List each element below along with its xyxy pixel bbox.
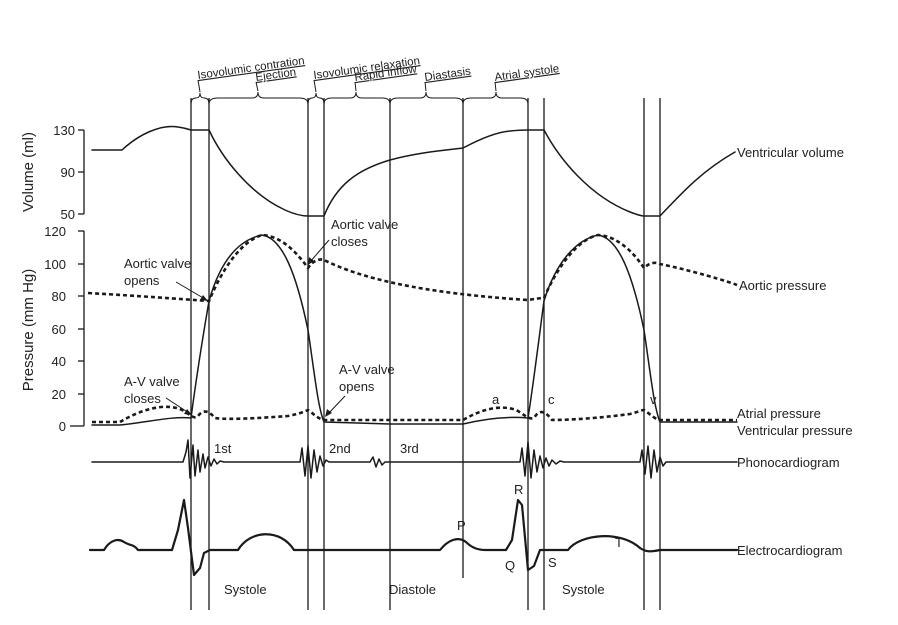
aortic-valve-opens-arrow	[175, 281, 206, 300]
brace-atrial-systole	[462, 91, 529, 105]
heart-sound-first: 1st	[214, 441, 232, 456]
pressure-tick-label-100: 100	[44, 257, 66, 272]
wave-marker-a: a	[492, 392, 500, 407]
ecg-wave-S: S	[548, 555, 557, 570]
phase-braces	[190, 79, 529, 105]
aortic-valve-opens-line2: opens	[124, 273, 160, 288]
av-valve-opens-arrow	[327, 395, 346, 415]
phonocardiogram-label: Phonocardiogram	[737, 455, 840, 470]
aortic-valve-opens-arrowhead	[200, 295, 208, 301]
pressure-tick-label-20: 20	[52, 387, 66, 402]
leader-ejection	[255, 81, 259, 92]
ecg-wave-T: T	[615, 535, 623, 550]
leader-diastasis	[424, 81, 427, 92]
brace-isovolumic-contraction	[190, 92, 210, 105]
annotation-av-valve-opens: A-V valve opens	[325, 362, 395, 417]
ventricular-volume-trace	[91, 125, 736, 217]
aortic-pressure-trace	[87, 233, 738, 303]
volume-tick-label-50: 50	[61, 207, 75, 222]
pressure-axis-title: Pressure (mm Hg)	[20, 269, 37, 392]
av-valve-closes-line2: closes	[124, 391, 161, 406]
av-valve-closes-arrowhead	[184, 409, 192, 415]
phase-boundary-lines	[190, 98, 661, 610]
ecg-wave-Q: Q	[505, 558, 515, 573]
av-valve-closes-line1: A-V valve	[124, 374, 180, 389]
volume-tick-label-130: 130	[53, 123, 75, 138]
aortic-valve-closes-arrow	[309, 239, 330, 263]
cycle-label-diastole: Diastole	[389, 582, 436, 597]
phonocardiogram-trace	[91, 439, 738, 479]
annotation-aortic-valve-closes: Aortic valve closes	[308, 217, 398, 265]
aortic-valve-closes-arrowhead	[308, 257, 314, 265]
annotation-aortic-valve-opens: Aortic valve opens	[124, 256, 208, 301]
atrial-pressure-trace	[92, 405, 737, 424]
electrocardiogram-label: Electrocardiogram	[737, 543, 843, 558]
heart-sound-third: 3rd	[400, 441, 419, 456]
av-valve-opens-arrowhead	[325, 409, 332, 417]
leader-atrial-systole	[494, 81, 497, 92]
brace-diastasis	[389, 91, 464, 105]
pressure-tick-label-120: 120	[44, 224, 66, 239]
heart-sound-second: 2nd	[329, 441, 351, 456]
wave-marker-c: c	[548, 392, 555, 407]
brace-rapid-inflow	[323, 91, 391, 105]
phase-label-ejection: Ejection	[255, 66, 297, 84]
leader-isovolumic-contraction	[197, 79, 201, 93]
brace-isovolumic-relaxation	[307, 92, 325, 105]
atrial-pressure-label: Atrial pressure	[737, 406, 821, 421]
annotation-av-valve-closes: A-V valve closes	[124, 374, 192, 415]
pressure-tick-label-60: 60	[52, 322, 66, 337]
pressure-tick-label-0: 0	[59, 419, 66, 434]
volume-axis: 130 90 50 Volume (ml)	[20, 123, 85, 222]
ventricular-volume-label: Ventricular volume	[737, 145, 844, 160]
ecg-wave-P: P	[457, 518, 466, 533]
av-valve-closes-arrow	[165, 397, 190, 414]
wave-marker-v: v	[650, 392, 657, 407]
aortic-valve-closes-line2: closes	[331, 234, 368, 249]
av-valve-opens-line1: A-V valve	[339, 362, 395, 377]
volume-axis-title: Volume (ml)	[20, 132, 37, 212]
cycle-label-systole-1: Systole	[224, 582, 267, 597]
av-valve-opens-line2: opens	[339, 379, 375, 394]
ecg-wave-R: R	[514, 482, 523, 497]
aortic-valve-closes-line1: Aortic valve	[331, 217, 398, 232]
phase-label-atrial-systole: Atrial systole	[494, 63, 560, 84]
ventricular-pressure-trace	[91, 234, 738, 426]
pressure-axis: 120 100 80 60 40 20 0 Pressure (mm Hg)	[20, 224, 85, 434]
ventricular-pressure-label: Ventricular pressure	[737, 423, 853, 438]
phase-labels: Isovolumic contration Ejection Isovolumi…	[197, 55, 560, 84]
pressure-tick-label-80: 80	[52, 289, 66, 304]
electrocardiogram-trace	[88, 498, 739, 577]
pressure-tick-label-40: 40	[52, 354, 66, 369]
brace-ejection	[208, 91, 309, 105]
aortic-pressure-label: Aortic pressure	[739, 278, 826, 293]
aortic-valve-opens-line1: Aortic valve	[124, 256, 191, 271]
phase-label-diastasis: Diastasis	[424, 66, 472, 84]
volume-tick-label-90: 90	[61, 165, 75, 180]
cycle-label-systole-2: Systole	[562, 582, 605, 597]
leader-isovolumic-relaxation	[313, 79, 317, 93]
leader-rapid-inflow	[354, 81, 357, 92]
